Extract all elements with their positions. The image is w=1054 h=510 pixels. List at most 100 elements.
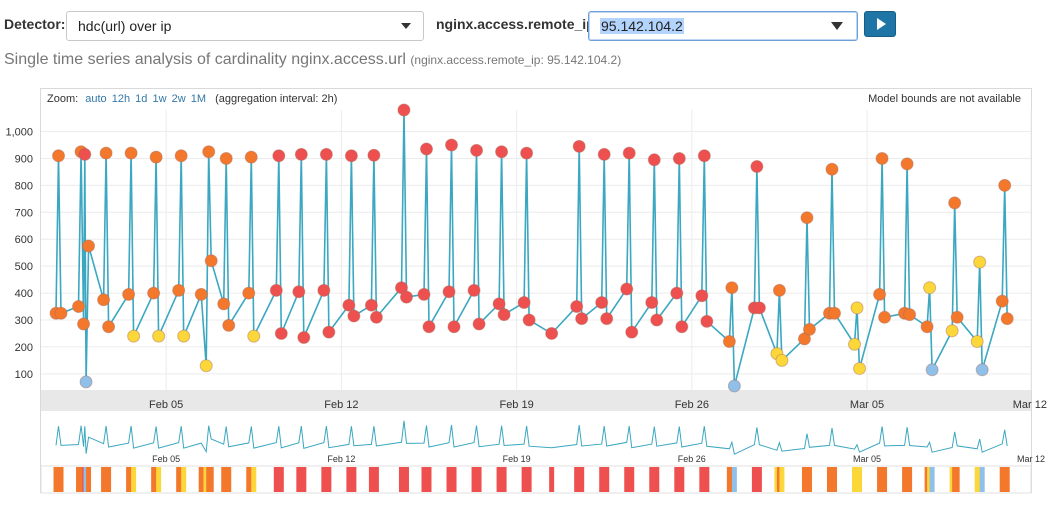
anomaly-marker (848, 337, 862, 351)
anomaly-marker (294, 147, 308, 161)
swimlane-cell (626, 467, 632, 492)
swimlane-cell (106, 467, 112, 492)
anomaly-marker (570, 300, 584, 314)
anomaly-marker (620, 282, 634, 296)
anomaly-marker (850, 301, 864, 315)
swimlane-cell (126, 467, 132, 492)
anomaly-marker (122, 287, 136, 301)
anomaly-marker (269, 283, 283, 297)
anomaly-marker (545, 326, 559, 340)
anomaly-marker (797, 332, 811, 346)
zoom-option-1w[interactable]: 1w (152, 93, 167, 105)
swimlane-cell (629, 467, 635, 492)
swimlane-cell (476, 467, 482, 492)
anomaly-marker (597, 147, 611, 161)
swimlane-cell (446, 467, 452, 492)
x-tick-label: Feb 26 (675, 399, 709, 411)
swimlane-cell (248, 467, 254, 492)
swimlane-cell (398, 467, 404, 492)
zoom-label: Zoom: (47, 93, 79, 105)
swimlane-cell (754, 467, 760, 492)
x-tick-label: Mar 12 (1013, 399, 1047, 411)
run-button[interactable] (864, 11, 896, 37)
anomaly-marker (199, 359, 213, 373)
swimlane-cell (654, 467, 660, 492)
anomaly-marker (272, 149, 286, 163)
swimlane-cell (952, 467, 958, 492)
swimlane-cell (496, 467, 502, 492)
anomaly-marker (54, 306, 68, 320)
anomaly-marker (78, 147, 92, 161)
swimlane-cell (321, 467, 327, 492)
swimlane-cell (449, 467, 455, 492)
anomaly-marker (99, 146, 113, 160)
anomaly-marker (77, 317, 91, 331)
anomaly-marker (625, 325, 639, 339)
anomaly-marker (945, 324, 959, 338)
swimlane-cell (857, 467, 863, 492)
anomaly-marker (72, 300, 86, 314)
y-tick-label: 300 (15, 315, 33, 327)
swimlane-cell (604, 467, 610, 492)
swimlane-cell (153, 467, 159, 492)
y-tick-label: 600 (15, 234, 33, 246)
anomaly-marker (722, 335, 736, 349)
x-tick-label: Mar 05 (850, 399, 884, 411)
x-tick-label: Feb 12 (324, 399, 358, 411)
zoom-option-1M[interactable]: 1M (190, 93, 206, 105)
swimlane-cell (426, 467, 432, 492)
anomaly-marker (825, 162, 839, 176)
anomaly-marker (422, 320, 436, 334)
swimlane-cell (278, 467, 284, 492)
swimlane-cell (86, 467, 92, 492)
swimlane-cell (208, 467, 214, 492)
detector-select[interactable]: hdc(url) over ip (66, 11, 424, 41)
anomaly-marker (647, 153, 661, 167)
swimlane-cell (774, 467, 780, 492)
anomaly-marker (575, 312, 589, 326)
swimlane-cell (927, 467, 933, 492)
swimlane-cell (526, 467, 532, 492)
anomaly-marker (923, 281, 937, 295)
swimlane-cell (651, 467, 657, 492)
swimlane-cell (56, 467, 62, 492)
swimlane-cell (151, 467, 157, 492)
anomaly-marker (417, 287, 431, 301)
anomaly-marker (497, 308, 511, 322)
swimlane-cell (579, 467, 585, 492)
anomaly-marker (600, 312, 614, 326)
swimlane-cell (474, 467, 480, 492)
anomaly-marker (82, 239, 96, 253)
anomaly-marker (399, 290, 413, 304)
anomaly-marker (672, 151, 686, 165)
anomaly-marker (344, 149, 358, 163)
swimlane-cell (251, 467, 257, 492)
swimlane-cell (298, 467, 304, 492)
swimlane-cell (679, 467, 685, 492)
anomaly-marker (752, 301, 766, 315)
swimlane-cell (524, 467, 530, 492)
y-tick-label: 700 (15, 207, 33, 219)
anomaly-marker (419, 142, 433, 156)
zoom-option-2w[interactable]: 2w (171, 93, 186, 105)
swimlane-cell (368, 467, 374, 492)
swimlane-cell (401, 467, 407, 492)
anomaly-marker (447, 320, 461, 334)
anomaly-marker (292, 285, 306, 299)
anomaly-marker (828, 306, 842, 320)
entity-select[interactable]: 95.142.104.2 (588, 11, 858, 41)
aggregation-interval: (aggregation interval: 2h) (215, 93, 338, 105)
swimlane-cell (776, 467, 782, 492)
anomaly-marker (875, 151, 889, 165)
swimlane-cell (103, 467, 109, 492)
swimlane-cell (373, 467, 379, 492)
swimlane-cell (854, 467, 860, 492)
swimlane-cell (371, 467, 377, 492)
anomaly-marker (297, 331, 311, 344)
swimlane-cell (221, 467, 227, 492)
zoom-option-auto[interactable]: auto (85, 93, 107, 105)
zoom-option-12h[interactable]: 12h (111, 93, 131, 105)
zoom-option-1d[interactable]: 1d (135, 93, 148, 105)
anomaly-marker (194, 287, 208, 301)
